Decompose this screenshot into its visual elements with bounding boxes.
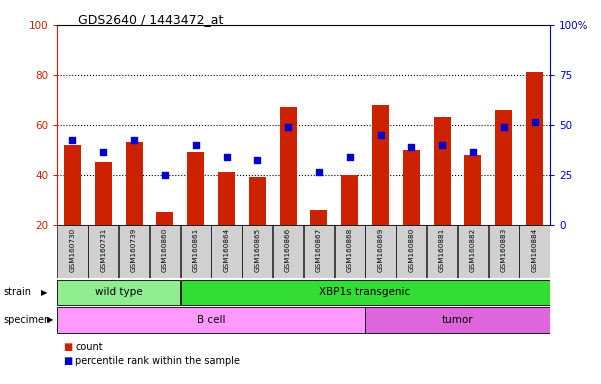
FancyBboxPatch shape bbox=[119, 225, 149, 278]
Point bbox=[283, 124, 293, 131]
FancyBboxPatch shape bbox=[242, 225, 272, 278]
Bar bbox=[495, 110, 512, 225]
Bar bbox=[465, 155, 481, 225]
Text: GSM160882: GSM160882 bbox=[470, 227, 476, 271]
Point bbox=[438, 142, 447, 148]
Bar bbox=[126, 142, 142, 225]
Text: ▶: ▶ bbox=[47, 315, 53, 324]
Text: ■: ■ bbox=[63, 356, 72, 366]
Text: percentile rank within the sample: percentile rank within the sample bbox=[75, 356, 240, 366]
FancyBboxPatch shape bbox=[88, 225, 118, 278]
Bar bbox=[188, 152, 204, 225]
Text: GSM160865: GSM160865 bbox=[254, 227, 260, 271]
FancyBboxPatch shape bbox=[304, 225, 334, 278]
FancyBboxPatch shape bbox=[519, 225, 549, 278]
Point bbox=[406, 144, 416, 151]
FancyBboxPatch shape bbox=[150, 225, 180, 278]
Text: GSM160867: GSM160867 bbox=[316, 227, 322, 271]
Text: GSM160861: GSM160861 bbox=[193, 227, 199, 271]
Text: count: count bbox=[75, 342, 103, 352]
FancyBboxPatch shape bbox=[427, 225, 457, 278]
Bar bbox=[311, 210, 328, 225]
Text: GSM160739: GSM160739 bbox=[131, 227, 137, 271]
Text: GSM160884: GSM160884 bbox=[531, 227, 537, 271]
Text: B cell: B cell bbox=[197, 315, 225, 325]
Text: GSM160881: GSM160881 bbox=[439, 227, 445, 271]
Point bbox=[68, 137, 78, 143]
Text: GSM160864: GSM160864 bbox=[224, 227, 230, 271]
Point bbox=[345, 154, 355, 161]
Text: specimen: specimen bbox=[3, 315, 50, 325]
Bar bbox=[249, 177, 266, 225]
Point bbox=[314, 169, 324, 175]
Text: GSM160868: GSM160868 bbox=[347, 227, 353, 271]
Point bbox=[99, 149, 108, 156]
FancyBboxPatch shape bbox=[58, 280, 180, 305]
Text: GSM160860: GSM160860 bbox=[162, 227, 168, 271]
Text: GSM160731: GSM160731 bbox=[100, 227, 106, 271]
Point bbox=[252, 157, 262, 163]
Text: GSM160883: GSM160883 bbox=[501, 227, 507, 271]
Bar bbox=[372, 105, 389, 225]
Bar bbox=[279, 108, 296, 225]
Point bbox=[160, 172, 169, 178]
Text: strain: strain bbox=[3, 287, 31, 297]
FancyBboxPatch shape bbox=[181, 280, 549, 305]
Bar bbox=[64, 145, 81, 225]
Bar bbox=[403, 150, 419, 225]
Point bbox=[499, 124, 508, 131]
FancyBboxPatch shape bbox=[181, 225, 211, 278]
Bar bbox=[434, 118, 451, 225]
Bar bbox=[95, 162, 112, 225]
Text: GSM160869: GSM160869 bbox=[377, 227, 383, 271]
Text: wild type: wild type bbox=[95, 287, 142, 297]
Bar bbox=[156, 212, 173, 225]
Point bbox=[129, 137, 139, 143]
Text: GSM160866: GSM160866 bbox=[285, 227, 291, 271]
FancyBboxPatch shape bbox=[273, 225, 303, 278]
Bar bbox=[526, 73, 543, 225]
Text: ▶: ▶ bbox=[41, 288, 47, 297]
FancyBboxPatch shape bbox=[489, 225, 519, 278]
Text: tumor: tumor bbox=[442, 315, 474, 325]
Text: GSM160730: GSM160730 bbox=[70, 227, 76, 271]
Point bbox=[222, 154, 231, 161]
Bar bbox=[341, 175, 358, 225]
FancyBboxPatch shape bbox=[58, 225, 88, 278]
FancyBboxPatch shape bbox=[212, 225, 242, 278]
FancyBboxPatch shape bbox=[335, 225, 365, 278]
Bar bbox=[218, 172, 235, 225]
Point bbox=[529, 119, 539, 126]
Point bbox=[191, 142, 201, 148]
Text: XBP1s transgenic: XBP1s transgenic bbox=[320, 287, 410, 297]
FancyBboxPatch shape bbox=[396, 225, 426, 278]
Text: GSM160880: GSM160880 bbox=[408, 227, 414, 271]
FancyBboxPatch shape bbox=[58, 307, 365, 333]
FancyBboxPatch shape bbox=[458, 225, 488, 278]
FancyBboxPatch shape bbox=[365, 307, 549, 333]
Point bbox=[468, 149, 478, 156]
Text: GDS2640 / 1443472_at: GDS2640 / 1443472_at bbox=[78, 13, 224, 26]
FancyBboxPatch shape bbox=[365, 225, 395, 278]
Point bbox=[376, 132, 385, 138]
Text: ■: ■ bbox=[63, 342, 72, 352]
